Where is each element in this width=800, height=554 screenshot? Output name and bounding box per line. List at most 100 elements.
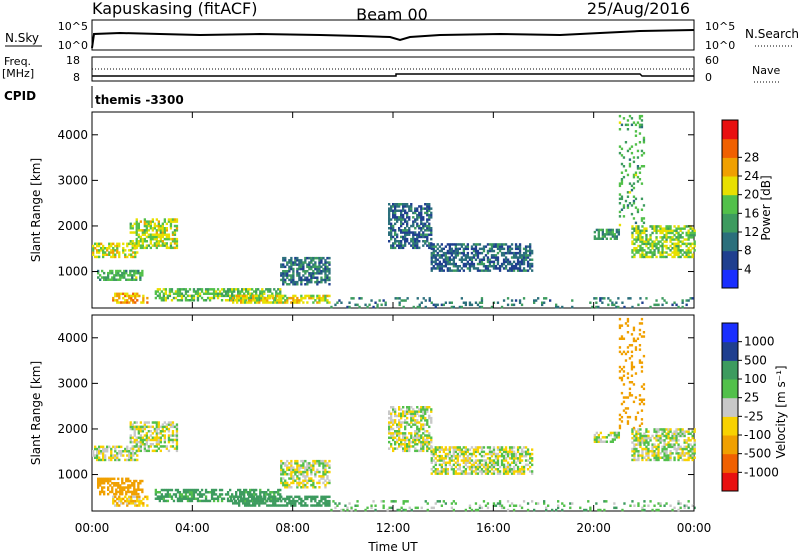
echo-cell xyxy=(262,499,265,503)
echo-cell xyxy=(632,173,636,177)
echo-cell xyxy=(320,280,323,284)
echo-cell xyxy=(126,450,129,453)
echo-cell xyxy=(328,261,331,264)
echo-cell xyxy=(141,231,145,234)
echo-cell xyxy=(135,231,138,234)
echo-cell xyxy=(628,191,632,194)
echo-cell xyxy=(464,468,468,471)
echo-cell xyxy=(277,288,280,291)
echo-cell xyxy=(312,504,315,507)
echo-cell xyxy=(320,299,323,302)
echo-cell xyxy=(512,251,516,255)
echo-cell xyxy=(186,497,190,500)
echo-cell xyxy=(502,463,506,467)
echo-cell xyxy=(510,262,514,266)
echo-cell xyxy=(270,301,273,304)
echo-cell xyxy=(667,445,670,449)
echo-cell xyxy=(253,488,256,492)
echo-cell xyxy=(618,413,622,417)
echo-cell xyxy=(624,141,628,144)
echo-cell xyxy=(633,439,636,442)
echo-cell xyxy=(438,265,442,268)
echo-cell xyxy=(440,465,444,469)
echo-cell xyxy=(135,227,138,230)
echo-cell xyxy=(145,440,149,444)
echo-cell xyxy=(175,242,179,245)
echo-cell xyxy=(251,493,254,496)
echo-cell xyxy=(506,500,510,503)
echo-cell xyxy=(180,299,184,302)
echo-cell xyxy=(158,288,162,291)
echo-cell xyxy=(110,450,113,453)
echo-cell xyxy=(296,464,299,467)
echo-cell xyxy=(430,446,433,449)
echo-cell xyxy=(180,288,184,291)
echo-cell xyxy=(161,242,165,245)
echo-cell xyxy=(636,175,640,179)
echo-cell xyxy=(286,459,289,463)
echo-cell xyxy=(440,448,444,451)
echo-cell xyxy=(504,258,508,261)
echo-cell xyxy=(92,244,95,248)
echo-cell xyxy=(131,269,134,273)
echo-cell xyxy=(412,242,415,245)
echo-cell xyxy=(282,294,285,298)
echo-cell xyxy=(637,504,640,507)
echo-cell xyxy=(149,227,153,230)
echo-cell xyxy=(685,504,688,507)
echo-cell xyxy=(322,256,325,260)
echo-cell xyxy=(398,242,401,245)
echo-cell xyxy=(436,446,439,449)
echo-cell xyxy=(165,246,169,250)
echo-cell xyxy=(500,463,504,467)
echo-cell xyxy=(640,125,644,129)
echo-cell xyxy=(599,297,602,300)
echo-cell xyxy=(370,506,373,510)
echo-cell xyxy=(613,431,617,435)
echo-cell xyxy=(260,296,263,300)
echo-cell xyxy=(267,288,270,291)
echo-cell xyxy=(236,301,239,304)
echo-cell xyxy=(324,459,327,463)
echo-cell xyxy=(135,222,138,226)
echo-cell xyxy=(444,454,448,458)
echo-cell xyxy=(388,436,391,439)
echo-cell xyxy=(607,228,611,232)
echo-cell xyxy=(685,249,688,252)
echo-cell xyxy=(131,244,134,247)
echo-cell xyxy=(476,254,480,257)
echo-cell xyxy=(290,486,293,489)
echo-cell xyxy=(460,472,464,475)
echo-cell xyxy=(402,299,405,302)
echo-cell xyxy=(306,462,309,465)
echo-cell xyxy=(420,227,423,230)
echo-cell xyxy=(508,470,512,473)
colorbar-swatch xyxy=(722,379,738,399)
echo-cell xyxy=(360,297,363,300)
echo-cell xyxy=(184,299,188,302)
echo-cell xyxy=(258,504,261,507)
echo-cell xyxy=(212,493,216,496)
echo-cell xyxy=(687,445,690,449)
echo-cell xyxy=(104,447,107,451)
echo-cell xyxy=(448,269,452,272)
echo-cell xyxy=(420,414,423,418)
echo-cell xyxy=(470,452,474,456)
echo-cell xyxy=(430,262,433,266)
echo-cell xyxy=(642,141,646,144)
echo-cell xyxy=(657,439,660,442)
echo-cell xyxy=(314,499,317,503)
echo-cell xyxy=(492,262,496,266)
echo-cell xyxy=(175,427,179,431)
echo-cell xyxy=(126,244,129,248)
echo-cell xyxy=(241,491,244,494)
echo-cell xyxy=(300,504,303,507)
echo-cell xyxy=(137,488,140,491)
echo-cell xyxy=(615,237,619,240)
echo-cell xyxy=(294,468,297,472)
echo-cell xyxy=(142,502,145,505)
echo-cell xyxy=(114,499,117,503)
echo-cell xyxy=(318,272,321,275)
echo-cell xyxy=(460,452,464,456)
echo-cell xyxy=(472,265,476,268)
